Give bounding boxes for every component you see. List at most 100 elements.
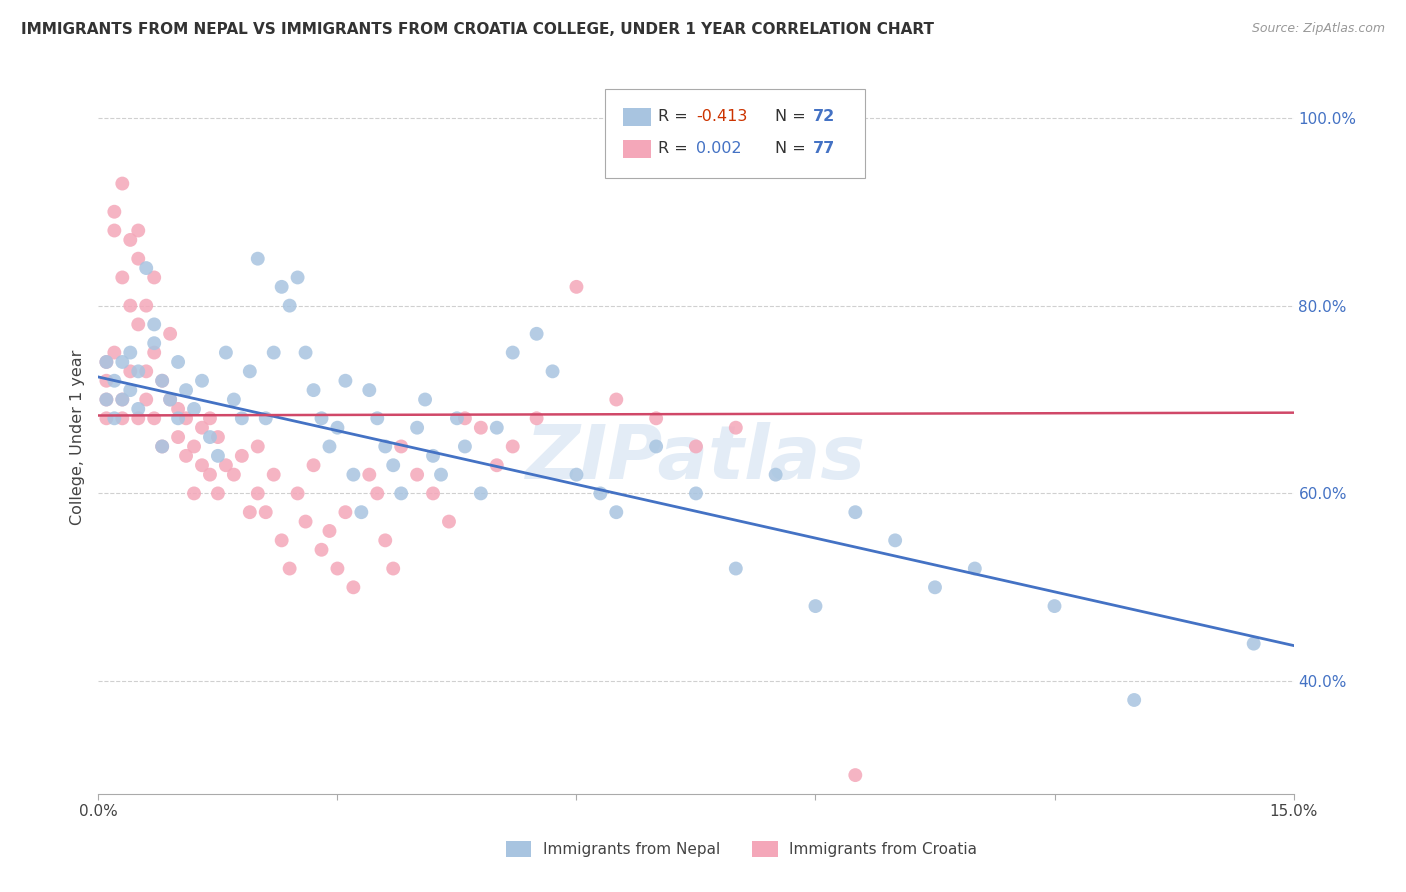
Point [120, 383, 142, 397]
Point [150, 440, 173, 454]
Point [844, 768, 866, 782]
Point [96, 355, 118, 369]
Point [222, 467, 245, 482]
Point [96, 374, 118, 388]
Point [470, 420, 492, 434]
Point [359, 467, 381, 482]
Point [278, 299, 301, 313]
Point [150, 440, 173, 454]
Point [605, 392, 627, 407]
Point [430, 467, 453, 482]
Point [159, 392, 181, 407]
Point [454, 440, 477, 454]
Point [565, 467, 588, 482]
Point [374, 533, 396, 548]
Point [143, 336, 166, 351]
Point [294, 515, 316, 529]
Point [207, 430, 229, 444]
Point [127, 401, 149, 416]
Point [150, 374, 173, 388]
Point [1243, 637, 1265, 651]
Point [302, 383, 325, 397]
Point [605, 505, 627, 519]
Point [127, 318, 149, 332]
Y-axis label: College, Under 1 year: College, Under 1 year [69, 350, 84, 524]
Point [350, 505, 373, 519]
Point [359, 383, 381, 397]
Point [422, 486, 444, 500]
Point [120, 299, 142, 313]
Point [422, 449, 444, 463]
Point [963, 561, 986, 575]
Text: -0.413: -0.413 [696, 110, 748, 124]
Point [135, 261, 157, 276]
Point [174, 411, 197, 425]
Point [382, 458, 405, 473]
Point [215, 458, 238, 473]
Point [135, 392, 157, 407]
Point [924, 580, 946, 594]
Point [103, 345, 125, 359]
Point [502, 345, 524, 359]
Point [183, 486, 205, 500]
Point [389, 486, 412, 500]
Point [724, 561, 747, 575]
Point [111, 411, 134, 425]
Point [804, 599, 827, 613]
Point [645, 411, 668, 425]
Point [127, 364, 149, 378]
Point [470, 486, 492, 500]
Point [485, 420, 508, 434]
Point [143, 270, 166, 285]
Point [318, 440, 340, 454]
Point [374, 440, 396, 454]
Text: N =: N = [775, 142, 811, 156]
Point [111, 270, 134, 285]
Point [127, 411, 149, 425]
Point [127, 223, 149, 237]
Point [342, 580, 364, 594]
Point [159, 326, 181, 341]
Point [96, 411, 118, 425]
Point [239, 505, 262, 519]
Point [287, 486, 309, 500]
Point [150, 374, 173, 388]
Point [685, 440, 707, 454]
Point [198, 411, 221, 425]
Point [437, 515, 460, 529]
Text: 72: 72 [813, 110, 835, 124]
Point [389, 440, 412, 454]
Point [254, 505, 277, 519]
Point [526, 326, 548, 341]
Point [111, 392, 134, 407]
Point [135, 364, 157, 378]
Point [96, 355, 118, 369]
Point [335, 374, 357, 388]
Point [270, 280, 292, 294]
Point [526, 411, 548, 425]
Point [191, 374, 214, 388]
Point [135, 299, 157, 313]
Point [143, 345, 166, 359]
Text: 77: 77 [813, 142, 835, 156]
Text: ZIPatlas: ZIPatlas [526, 422, 866, 495]
Point [311, 542, 333, 557]
Point [342, 467, 364, 482]
Point [120, 345, 142, 359]
Point [724, 420, 747, 434]
Text: Source: ZipAtlas.com: Source: ZipAtlas.com [1251, 22, 1385, 36]
Point [96, 392, 118, 407]
Point [198, 467, 221, 482]
Point [103, 374, 125, 388]
Point [120, 364, 142, 378]
Point [246, 486, 269, 500]
Point [111, 355, 134, 369]
Point [167, 430, 190, 444]
Text: Immigrants from Croatia: Immigrants from Croatia [789, 842, 977, 856]
Point [198, 430, 221, 444]
Point [685, 486, 707, 500]
Point [406, 420, 429, 434]
Point [239, 364, 262, 378]
Text: R =: R = [658, 142, 693, 156]
Point [565, 280, 588, 294]
